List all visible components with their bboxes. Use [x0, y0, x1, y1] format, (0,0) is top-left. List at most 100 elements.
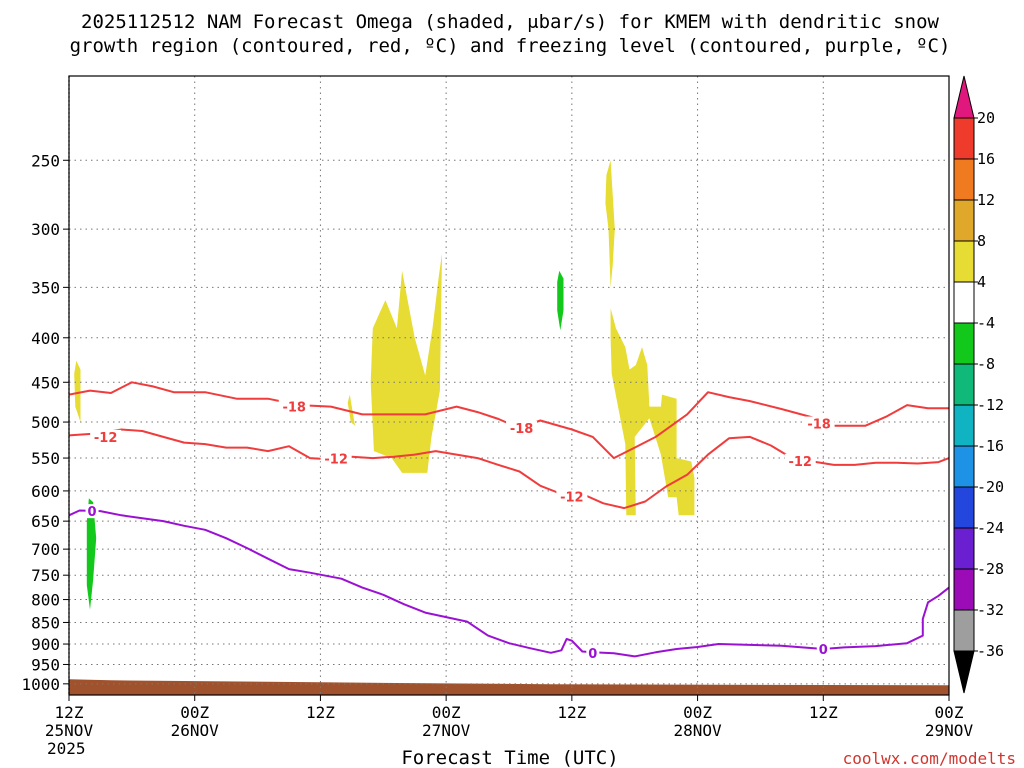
- y-tick-label-250: 250: [31, 151, 60, 170]
- x-tick-label: 28NOV: [673, 721, 722, 740]
- contour-label-bg: [586, 646, 600, 661]
- x-tick-label: 27NOV: [422, 721, 471, 740]
- colorbar-label: 12: [977, 191, 995, 209]
- contour-labels: -12 -18 -12 -18 -12 -18 -12 0 0 0: [85, 399, 835, 662]
- contour-label-bg: [506, 421, 538, 436]
- y-tick-label-500: 500: [31, 413, 60, 432]
- colorbar-box: [953, 199, 975, 242]
- colorbar-label: 8: [977, 232, 986, 250]
- x-tick-label: 12Z: [55, 703, 84, 722]
- contour-label: -12: [788, 455, 812, 470]
- contour-label: 0: [588, 647, 597, 662]
- x-tick-label: 29NOV: [925, 721, 974, 740]
- x-tick-label: 25NOV: [45, 721, 94, 740]
- colorbar-box: [953, 281, 975, 324]
- y-tick-label-700: 700: [31, 540, 60, 559]
- colorbar-bottom-arrow: [953, 650, 975, 694]
- colorbar-box: [953, 445, 975, 488]
- x-tick-label: 26NOV: [171, 721, 220, 740]
- colorbar-box: [953, 609, 975, 652]
- y-tick-label-450: 450: [31, 373, 60, 392]
- ground-terrain: [69, 679, 949, 695]
- y-tick-label-350: 350: [31, 278, 60, 297]
- y-tick-label-800: 800: [31, 591, 60, 610]
- y-axis: 250 300 350 400 450 500 550 600 650 700 750 800 850 9…: [21, 151, 69, 694]
- contour-label: -12: [94, 431, 118, 446]
- y-tick-label-300: 300: [31, 220, 60, 239]
- credit-link[interactable]: coolwx.com/modelts: [843, 749, 1016, 768]
- chart-title-line-2: growth region (contoured, red, ºC) and f…: [70, 35, 951, 57]
- terrain-fill: [69, 679, 949, 695]
- y-tick-label-750: 750: [31, 566, 60, 585]
- colorbar-label: -4: [977, 314, 995, 332]
- colorbar-box: [953, 363, 975, 406]
- colorbar-box: [953, 527, 975, 570]
- contour-label: -12: [324, 453, 348, 468]
- contour-label-bg: [85, 504, 99, 519]
- y-tick-label-550: 550: [31, 449, 60, 468]
- colorbar-label: -24: [977, 519, 1004, 537]
- omega-region-4-to-8: [605, 160, 615, 288]
- colorbar: 20 16 12 8 4 -4 -8 -12 -16 -20 -24 -28 -32 -36: [953, 75, 1004, 694]
- colorbar-label: -32: [977, 601, 1004, 619]
- omega-region-4-to-8: [370, 253, 442, 473]
- contour-label: -18: [282, 401, 306, 416]
- omega-shading: [74, 160, 695, 610]
- y-tick-label-900: 900: [31, 635, 60, 654]
- contour-label: 0: [88, 505, 97, 520]
- colorbar-box: [953, 117, 975, 160]
- contour-label: -18: [807, 418, 831, 433]
- contour-label-bg: [803, 416, 835, 431]
- y-tick-label-600: 600: [31, 482, 60, 501]
- contour-label-bg: [816, 642, 830, 657]
- contour-line-freezing-level: [68, 509, 950, 658]
- colorbar-top-arrow: [953, 75, 975, 119]
- contour-line-minus-12: [68, 428, 950, 510]
- x-tick-label: 00Z: [180, 703, 209, 722]
- x-tick-label: 12Z: [306, 703, 335, 722]
- contour-label-bg: [320, 451, 352, 466]
- y-tick-label-950: 950: [31, 655, 60, 674]
- colorbar-box: [953, 240, 975, 283]
- colorbar-label: 20: [977, 109, 995, 127]
- x-tick-label: 00Z: [683, 703, 712, 722]
- colorbar-label: -20: [977, 478, 1004, 496]
- colorbar-label: 16: [977, 150, 995, 168]
- colorbar-label: -16: [977, 437, 1004, 455]
- colorbar-box: [953, 404, 975, 447]
- contour-label-bg: [278, 399, 310, 414]
- y-tick-label-1000: 1000: [21, 675, 60, 694]
- y-tick-label-850: 850: [31, 613, 60, 632]
- colorbar-box: [953, 486, 975, 529]
- chart-title-line-1: 2025112512 NAM Forecast Omega (shaded, μ…: [81, 11, 939, 33]
- colorbar-label: -12: [977, 396, 1004, 414]
- grid-lines: [69, 76, 949, 695]
- contour-label-bg: [556, 489, 588, 504]
- x-axis-label: Forecast Time (UTC): [401, 747, 618, 768]
- x-tick-label: 00Z: [935, 703, 964, 722]
- omega-region-4-to-8: [347, 394, 355, 426]
- omega-region-4-to-8: [610, 308, 695, 516]
- colorbar-box: [953, 568, 975, 611]
- contour-label: -12: [560, 491, 584, 506]
- omega-region--4-to--8: [86, 498, 97, 610]
- contour-label-bg: [90, 429, 122, 444]
- x-tick-label: 12Z: [809, 703, 838, 722]
- colorbar-label: -28: [977, 560, 1004, 578]
- x-tick-label: 12Z: [557, 703, 586, 722]
- y-tick-label-650: 650: [31, 512, 60, 531]
- colorbar-label: -36: [977, 642, 1004, 660]
- plot-area: -12 -18 -12 -18 -12 -18 -12 0 0 0: [68, 75, 950, 696]
- colorbar-box: [953, 322, 975, 365]
- y-tick-label-400: 400: [31, 329, 60, 348]
- omega-region--4-to--8: [557, 270, 564, 331]
- contour-label: 0: [819, 643, 828, 658]
- plot-frame: [68, 75, 950, 696]
- contour-label-bg: [784, 453, 816, 468]
- omega-region-4-to-8: [74, 360, 81, 423]
- colorbar-box: [953, 158, 975, 201]
- colorbar-label: -8: [977, 355, 995, 373]
- colorbar-label: 4: [977, 273, 986, 291]
